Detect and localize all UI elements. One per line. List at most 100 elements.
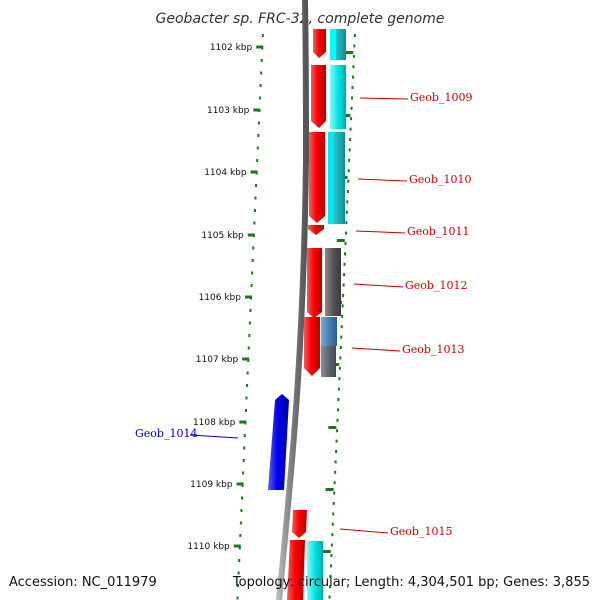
ruler-dot bbox=[344, 231, 347, 235]
major-tick-left bbox=[242, 357, 250, 361]
ruler-dot bbox=[348, 158, 351, 162]
cds-forward-arrow[interactable] bbox=[313, 29, 326, 58]
ruler-dot bbox=[259, 84, 262, 87]
ruler-dot bbox=[330, 543, 333, 547]
ruler-dot bbox=[338, 366, 341, 370]
ruler-dot bbox=[342, 283, 345, 287]
cds-reverse-arrow[interactable] bbox=[268, 394, 289, 490]
ruler-dot bbox=[253, 221, 256, 225]
ruler-dot bbox=[337, 398, 340, 401]
tick-label: 1109 kbp bbox=[190, 480, 233, 490]
ruler-dot bbox=[345, 221, 348, 225]
ruler-dot bbox=[243, 434, 246, 437]
ruler-dot bbox=[331, 533, 334, 537]
gene-label[interactable]: Geob_1009 bbox=[410, 91, 472, 104]
gene-label[interactable]: Geob_1014 bbox=[135, 427, 197, 440]
map-title: Geobacter sp. FRC-32, complete genome bbox=[156, 11, 445, 27]
ruler-dot bbox=[261, 34, 264, 37]
gene-label[interactable]: Geob_1010 bbox=[409, 173, 471, 186]
ruler-dot bbox=[253, 209, 256, 212]
ruler-dot bbox=[257, 134, 260, 137]
ruler-dot bbox=[352, 54, 355, 58]
ruler-dot bbox=[343, 273, 346, 277]
ruler-dot bbox=[328, 595, 331, 599]
ruler-dot bbox=[237, 584, 240, 587]
tick-label: 1106 kbp bbox=[199, 293, 242, 303]
ruler-dot bbox=[257, 121, 260, 125]
gene-label[interactable]: Geob_1012 bbox=[405, 279, 467, 292]
ruler-dot bbox=[343, 262, 346, 266]
tick-label: 1104 kbp bbox=[204, 168, 247, 178]
major-tick-left bbox=[253, 108, 261, 112]
cds-forward-arrow[interactable] bbox=[292, 510, 307, 538]
accession-text: Accession: NC_011979 bbox=[9, 575, 157, 590]
ruler-dot bbox=[341, 304, 344, 308]
cds-block-highlight bbox=[330, 29, 336, 60]
major-tick-right bbox=[328, 426, 337, 429]
ruler-dot bbox=[336, 408, 339, 412]
gene-leader-line bbox=[353, 283, 404, 288]
ruler-dot bbox=[346, 190, 349, 193]
cds-forward-arrow[interactable] bbox=[311, 65, 326, 128]
ruler-dot bbox=[344, 242, 347, 245]
ruler-dot bbox=[330, 554, 333, 557]
ruler-dot bbox=[236, 596, 239, 600]
cds-block[interactable] bbox=[307, 541, 323, 600]
ruler-dot bbox=[256, 159, 259, 162]
cds-forward-arrow[interactable] bbox=[308, 225, 324, 235]
cds-block[interactable] bbox=[321, 346, 336, 377]
ruler-dot bbox=[353, 44, 356, 48]
gene-label[interactable]: Geob_1015 bbox=[390, 525, 452, 538]
ruler-dot bbox=[331, 522, 334, 526]
ruler-dot bbox=[343, 252, 346, 256]
major-tick-right bbox=[322, 550, 331, 553]
ruler-dot bbox=[350, 117, 353, 121]
cds-forward-arrow[interactable] bbox=[304, 317, 320, 376]
ruler-dot bbox=[340, 335, 343, 339]
cds-forward-arrow[interactable] bbox=[307, 248, 322, 318]
ruler-dot bbox=[332, 512, 335, 516]
ruler-dot bbox=[342, 294, 345, 297]
ruler-dot bbox=[345, 210, 348, 214]
ruler-dot bbox=[249, 309, 252, 312]
ruler-dot bbox=[252, 246, 255, 250]
ruler-dot bbox=[245, 396, 248, 400]
tick-label: 1105 kbp bbox=[201, 231, 244, 241]
ruler-dot bbox=[248, 321, 251, 325]
major-tick-right bbox=[336, 239, 345, 242]
ruler-dot bbox=[339, 346, 342, 349]
cds-forward-arrow[interactable] bbox=[309, 132, 325, 223]
cds-block[interactable] bbox=[325, 248, 341, 316]
ruler-dot bbox=[329, 574, 332, 578]
ruler-dot bbox=[332, 502, 335, 505]
ruler-dot bbox=[333, 491, 336, 495]
tick-label: 1107 kbp bbox=[196, 355, 239, 365]
cds-block[interactable] bbox=[330, 65, 346, 129]
position-ruler bbox=[236, 34, 356, 600]
feature-track bbox=[268, 29, 346, 600]
ruler-dot bbox=[239, 534, 242, 537]
ruler-dot bbox=[341, 314, 344, 318]
gene-leader-line bbox=[189, 434, 239, 439]
cds-block[interactable] bbox=[321, 317, 337, 346]
gene-leader-line bbox=[359, 97, 409, 100]
cds-forward-arrow[interactable] bbox=[287, 540, 305, 600]
tick-label: 1110 kbp bbox=[187, 542, 230, 552]
genome-backbone bbox=[276, 0, 310, 600]
gene-leader-line bbox=[339, 528, 389, 534]
gene-label[interactable]: Geob_1013 bbox=[402, 343, 464, 356]
ruler-dot bbox=[350, 106, 353, 110]
ruler-dot bbox=[251, 259, 254, 262]
ruler-dot bbox=[334, 460, 337, 464]
ruler-dot bbox=[336, 429, 339, 433]
ruler-dot bbox=[242, 471, 245, 475]
ruler-dot bbox=[259, 96, 262, 100]
ruler-dot bbox=[255, 184, 258, 187]
ruler-dot bbox=[260, 71, 263, 75]
ruler-dot bbox=[247, 346, 250, 350]
gene-label[interactable]: Geob_1011 bbox=[407, 225, 469, 238]
ruler-dot bbox=[244, 409, 247, 412]
major-tick-right bbox=[345, 51, 354, 54]
